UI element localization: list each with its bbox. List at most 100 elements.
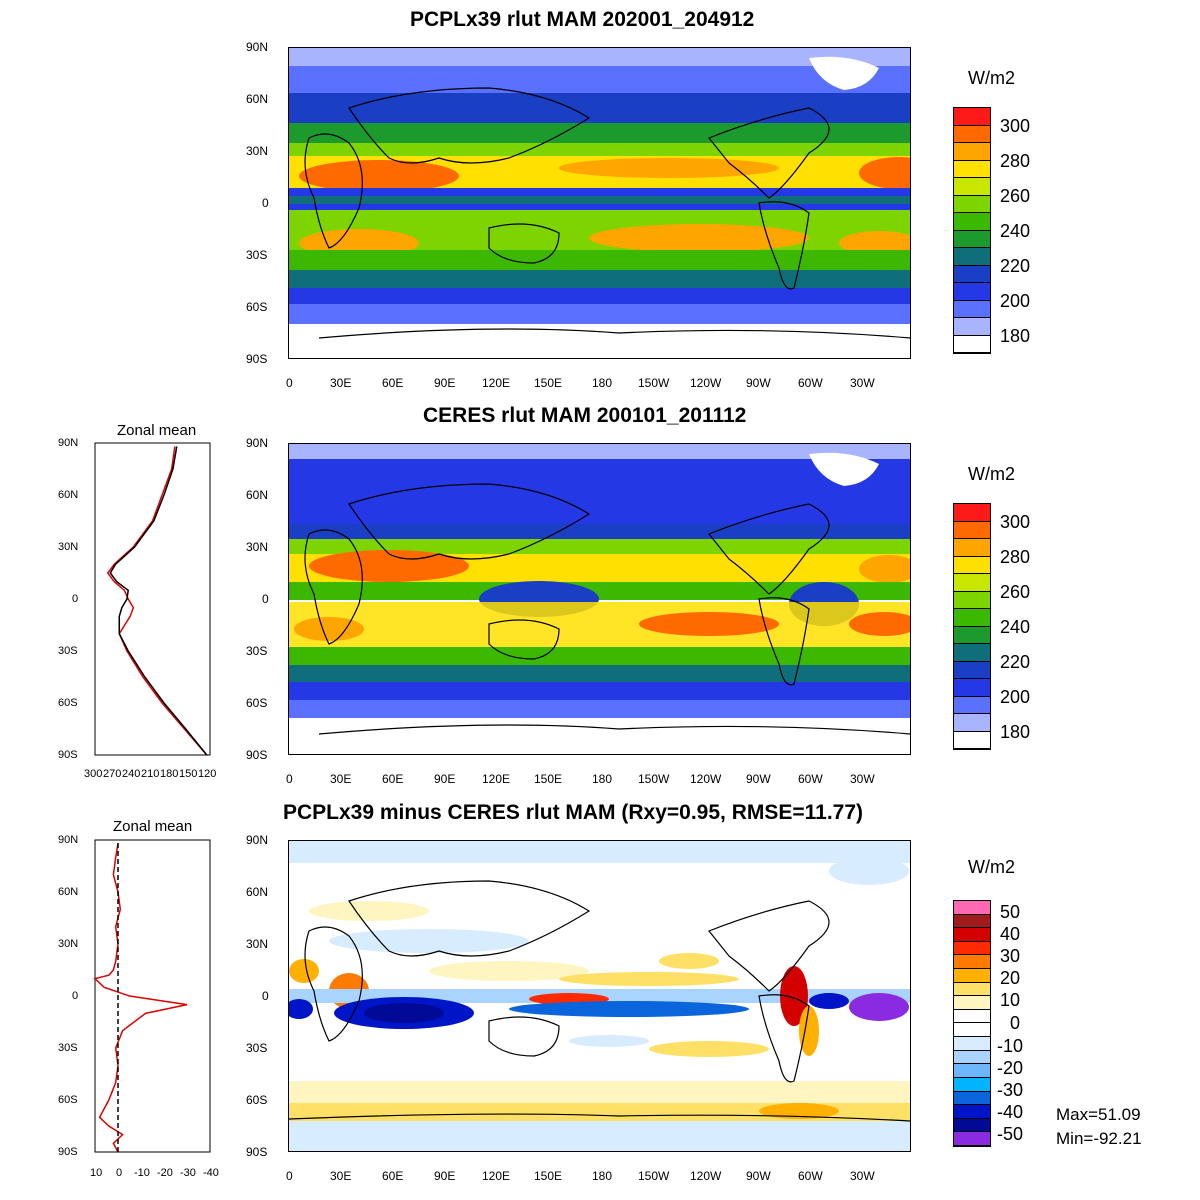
colorbar-swatch xyxy=(954,955,990,970)
colorbar-swatch xyxy=(954,1064,990,1078)
colorbar-swatch xyxy=(954,230,990,248)
colorbar-swatch xyxy=(954,679,990,697)
colorbar-label: 180 xyxy=(1000,722,1031,742)
colorbar-label: 260 xyxy=(1000,186,1031,206)
colorbar-label: 280 xyxy=(1000,547,1031,567)
zonal-x-tick: 270 xyxy=(103,768,122,780)
colorbar-swatch xyxy=(954,996,990,1010)
colorbar-swatch xyxy=(954,696,990,714)
colorbar-unit: W/m2 xyxy=(968,464,1015,484)
lon-tick: 60W xyxy=(798,1169,823,1183)
lat-tick: 90N xyxy=(246,436,269,450)
lon-tick: 60W xyxy=(798,772,823,786)
colorbar-label: -10 xyxy=(997,1036,1024,1056)
colorbar-unit: W/m2 xyxy=(968,68,1015,88)
colorbar-swatch xyxy=(954,1050,990,1065)
colorbar-swatch xyxy=(954,1009,990,1024)
colorbar-swatch xyxy=(954,1023,990,1038)
lon-tick: 30W xyxy=(850,376,875,390)
map-model xyxy=(288,47,911,359)
lat-tick: 30S xyxy=(246,1041,268,1055)
colorbar-label: 10 xyxy=(1000,990,1021,1010)
lat-tick: 90S xyxy=(246,1145,268,1159)
colorbar-swatch xyxy=(954,213,990,231)
colorbar-label: 40 xyxy=(1000,924,1021,944)
lon-tick: 150E xyxy=(534,376,563,390)
colorbar-swatch xyxy=(954,318,990,336)
lat-tick: 0 xyxy=(262,989,269,1003)
lat-tick: 90N xyxy=(246,40,269,54)
lat-tick: 60N xyxy=(58,489,79,501)
lat-tick: 90S xyxy=(58,1146,78,1158)
lat-tick: 60N xyxy=(246,885,269,899)
colorbar-swatch xyxy=(954,539,990,557)
lat-tick: 30N xyxy=(246,144,269,158)
zonal-x-tick: -30 xyxy=(180,1167,196,1179)
lat-tick: 0 xyxy=(72,593,79,605)
lat-tick: 30N xyxy=(58,541,79,553)
colorbar-label: 20 xyxy=(1000,968,1021,988)
map-obs xyxy=(288,443,911,755)
lat-tick: 60S xyxy=(58,697,78,709)
colorbar-swatch xyxy=(954,125,990,143)
lat-tick: 90N xyxy=(58,437,79,449)
lat-tick: 30N xyxy=(58,938,79,950)
colorbar-swatch xyxy=(954,609,990,627)
map-diff-field xyxy=(289,841,910,1151)
zonal-mean-frame xyxy=(94,442,211,756)
colorbar-label: 220 xyxy=(1000,652,1031,672)
lat-tick: 30S xyxy=(58,645,78,657)
colorbar-label: -50 xyxy=(997,1124,1024,1144)
colorbar-swatch xyxy=(954,982,990,997)
lat-tick: 60S xyxy=(246,696,268,710)
colorbar-swatch xyxy=(954,901,990,915)
map-model-field xyxy=(289,48,910,358)
lon-tick: 60E xyxy=(382,772,404,786)
colorbar-swatch xyxy=(954,1077,990,1092)
lat-tick: 0 xyxy=(262,196,269,210)
zonal-mean-line xyxy=(109,446,208,756)
colorbar-obs xyxy=(953,503,991,750)
map-diff xyxy=(288,840,911,1152)
zonal-x-tick: -40 xyxy=(203,1167,219,1179)
lon-tick: 30W xyxy=(850,772,875,786)
lat-tick: 90S xyxy=(246,748,268,762)
lat-tick: 30S xyxy=(246,248,268,262)
zonal-x-tick: 300 xyxy=(84,768,103,780)
lon-tick: 60E xyxy=(382,376,404,390)
zonal-mean-line xyxy=(106,446,208,756)
lon-tick: 150W xyxy=(638,1169,670,1183)
colorbar-label: 200 xyxy=(1000,291,1031,311)
panel-title-model: PCPLx39 rlut MAM 202001_204912 xyxy=(410,8,755,31)
lon-tick: 30E xyxy=(330,772,352,786)
lon-tick: 30E xyxy=(330,1169,352,1183)
colorbar-swatch xyxy=(954,300,990,318)
zonal-x-tick: 150 xyxy=(179,768,198,780)
lat-tick: 30N xyxy=(246,937,269,951)
lon-tick: 0 xyxy=(286,772,293,786)
lon-tick: 180 xyxy=(592,376,613,390)
colorbar-swatch xyxy=(954,1037,990,1051)
lon-tick: 90W xyxy=(746,772,771,786)
zonal-x-tick: 120 xyxy=(198,768,217,780)
zonal-x-tick: 210 xyxy=(141,768,160,780)
lon-tick: 30W xyxy=(850,1169,875,1183)
lon-tick: 120E xyxy=(482,772,511,786)
colorbar-swatch xyxy=(954,714,990,732)
colorbar-swatch xyxy=(954,928,990,942)
colorbar-label: 200 xyxy=(1000,687,1031,707)
max-value: Max=51.09 xyxy=(1056,1105,1141,1124)
lon-tick: 90E xyxy=(434,772,456,786)
colorbar-label: 260 xyxy=(1000,582,1031,602)
panel-title-diff: PCPLx39 minus CERES rlut MAM (Rxy=0.95, … xyxy=(283,801,864,824)
zonal-mean-title: Zonal mean xyxy=(113,818,193,835)
lat-tick: 0 xyxy=(262,592,269,606)
colorbar-swatch xyxy=(954,143,990,161)
colorbar-label: -20 xyxy=(997,1058,1024,1078)
colorbar-label: 30 xyxy=(1000,946,1021,966)
lon-tick: 90E xyxy=(434,376,456,390)
lon-tick: 120E xyxy=(482,1169,511,1183)
lon-tick: 150W xyxy=(638,772,670,786)
colorbar-swatch xyxy=(954,591,990,609)
colorbar-label: 0 xyxy=(1010,1013,1021,1033)
